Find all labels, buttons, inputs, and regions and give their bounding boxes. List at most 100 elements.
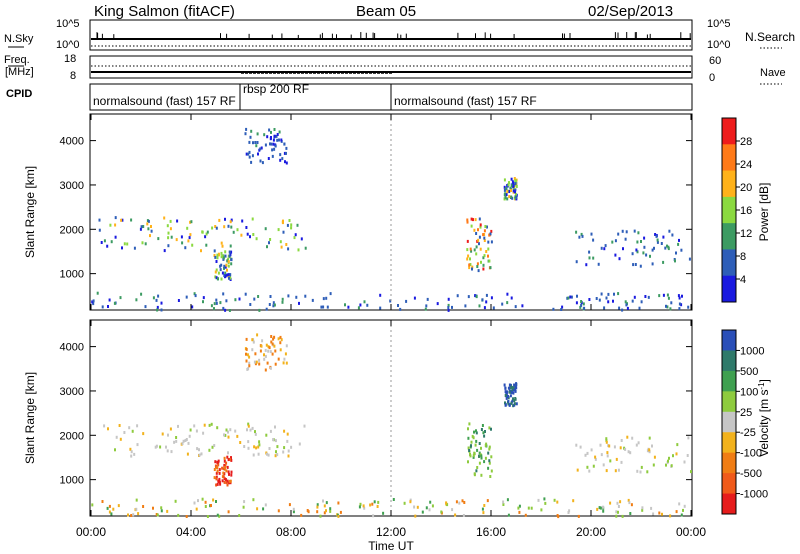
velocity-cell: [472, 453, 475, 457]
velocity-cell: [509, 394, 512, 398]
power-cell: [268, 303, 271, 306]
power-cell: [626, 306, 629, 310]
power-cell: [426, 297, 429, 301]
velocity-region-main-band: [103, 422, 306, 458]
power-cell: [611, 240, 614, 244]
power-cell: [514, 190, 516, 194]
velocity-cell: [586, 451, 589, 455]
velocity-region-band-19-24h: [575, 435, 692, 474]
power-cell: [284, 160, 286, 164]
power-cell: [639, 264, 642, 268]
velocity-cell: [247, 440, 250, 444]
velocity-cell: [258, 440, 261, 444]
power-cell: [643, 245, 646, 249]
velocity-cell: [262, 507, 265, 511]
power-cell: [247, 152, 250, 156]
velocity-cell: [440, 510, 443, 514]
velocity-cell: [473, 472, 476, 476]
velocity-cell: [264, 354, 267, 358]
power-cell: [260, 146, 263, 150]
velocity-cell: [648, 436, 651, 440]
velocity-cell: [222, 475, 225, 479]
power-cell: [227, 260, 230, 263]
velocity-cell: [216, 482, 219, 486]
velocity-cell: [245, 359, 248, 363]
velocity-cell: [608, 444, 611, 448]
power-cell: [224, 271, 227, 275]
velocity-cell: [110, 512, 113, 516]
velocity-cell: [160, 506, 163, 510]
velocity-cell: [508, 403, 511, 407]
power-cell: [298, 301, 300, 305]
velocity-cell: [329, 509, 332, 513]
velocity-cell: [169, 427, 172, 431]
power-cell: [244, 292, 247, 296]
velocity-cell: [245, 347, 248, 351]
power-cell: [357, 306, 360, 310]
velocity-cell: [223, 433, 225, 437]
velocity-cell: [675, 452, 678, 456]
velocity-cell: [475, 469, 478, 473]
velocity-cell: [226, 479, 229, 483]
velocity-cell: [132, 513, 135, 517]
power-cell: [163, 249, 166, 253]
velocity-cell: [165, 445, 167, 449]
power-cell: [482, 256, 485, 260]
velocity-cell: [210, 422, 213, 426]
power-cell: [667, 245, 670, 249]
velocity-cell: [505, 396, 508, 400]
velocity-cell: [504, 403, 507, 407]
power-cell: [456, 294, 459, 298]
power-cell: [227, 257, 230, 261]
power-cell: [279, 240, 282, 244]
velocity-cell: [594, 455, 597, 459]
nave-tick-bottom: 0: [709, 72, 715, 84]
power-cell: [631, 299, 634, 303]
velocity-cell: [227, 510, 230, 514]
velocity-colorbar-tick-label: -25: [740, 427, 756, 439]
power-cell: [251, 217, 254, 221]
power-cell: [477, 228, 479, 232]
power-cell: [483, 306, 486, 310]
velocity-cell: [483, 434, 486, 438]
velocity-cell: [112, 507, 115, 511]
velocity-cell: [246, 428, 248, 432]
velocity-cell: [230, 456, 232, 460]
velocity-cell: [298, 442, 301, 446]
power-cell: [575, 301, 578, 305]
nsky-tick-top: 10^5: [56, 18, 80, 30]
velocity-cell: [362, 504, 365, 508]
velocity-cell: [266, 361, 269, 365]
velocity-cell: [474, 443, 477, 447]
power-cell: [585, 263, 588, 267]
power-cell: [485, 293, 488, 297]
power-cell: [471, 265, 474, 269]
x-tick-label: 20:00: [576, 525, 606, 539]
velocity-cell: [274, 439, 277, 443]
power-cell: [582, 302, 585, 306]
power-cell: [221, 271, 224, 275]
power-cell: [238, 297, 241, 301]
velocity-cell: [277, 337, 280, 341]
power-cell: [624, 237, 627, 241]
velocity-cell: [672, 454, 674, 458]
velocity-cell: [227, 470, 230, 474]
power-cell: [325, 296, 328, 300]
velocity-cell: [271, 352, 274, 356]
power-cell: [152, 296, 155, 300]
velocity-cell: [482, 511, 485, 515]
velocity-cell: [605, 437, 608, 441]
power-cell: [293, 236, 296, 240]
nsky-strip-frame: [89, 19, 693, 51]
power-cell: [255, 237, 258, 241]
power-cell: [569, 295, 572, 299]
velocity-cell: [185, 438, 188, 441]
power-cell: [223, 266, 225, 270]
power-cell: [515, 196, 518, 200]
velocity-colorbar-tick-label: -1000: [740, 489, 768, 501]
power-cell: [101, 305, 104, 309]
velocity-cell: [506, 498, 509, 502]
velocity-cell: [263, 353, 265, 357]
velocity-cell: [514, 389, 517, 393]
